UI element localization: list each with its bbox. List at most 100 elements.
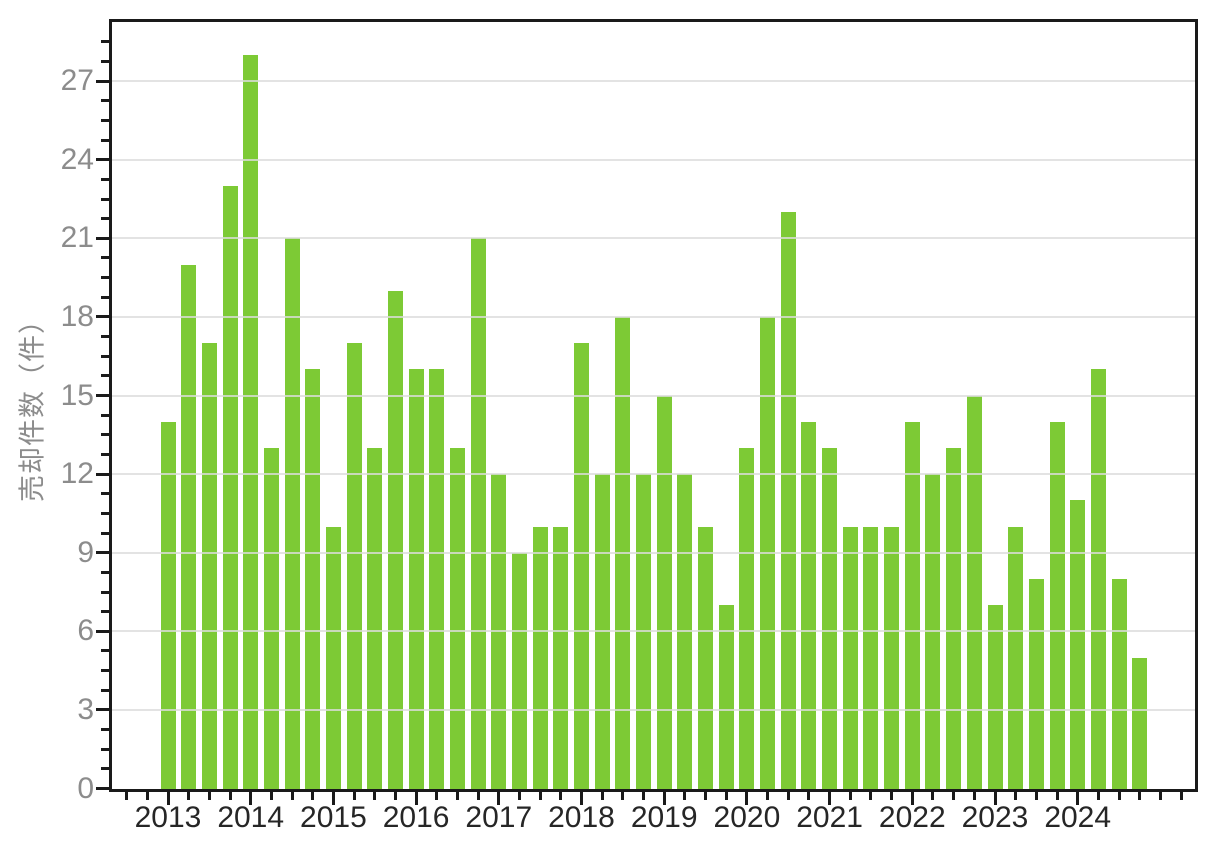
bar-2020Q1 bbox=[739, 447, 755, 789]
bar-2024Q3 bbox=[1111, 578, 1127, 789]
x-minor-tick bbox=[517, 791, 521, 800]
x-major-tick-2022 bbox=[910, 791, 914, 805]
gridline-y-24 bbox=[111, 158, 1195, 161]
y-tick-label-3: 3 bbox=[77, 692, 94, 726]
x-minor-tick bbox=[269, 791, 273, 800]
y-minor-tick bbox=[100, 138, 109, 142]
bar-2023Q2 bbox=[1008, 526, 1024, 789]
x-minor-tick bbox=[455, 791, 459, 800]
bar-2016Q1 bbox=[408, 369, 424, 789]
x-minor-tick bbox=[890, 791, 894, 800]
bar-2018Q1 bbox=[574, 343, 589, 789]
gridline-y-9 bbox=[111, 551, 1195, 554]
y-major-tick-3 bbox=[95, 708, 109, 712]
y-minor-tick bbox=[100, 118, 109, 122]
y-major-tick-9 bbox=[95, 551, 109, 555]
x-minor-tick bbox=[1138, 791, 1142, 800]
x-minor-tick bbox=[952, 791, 956, 800]
x-minor-tick bbox=[1117, 791, 1121, 800]
bar-2024Q2 bbox=[1090, 369, 1106, 789]
y-major-tick-15 bbox=[95, 394, 109, 397]
y-tick-label-27: 27 bbox=[60, 64, 94, 98]
y-major-tick-24 bbox=[95, 158, 109, 162]
x-minor-tick bbox=[290, 791, 294, 800]
bar-2015Q4 bbox=[387, 290, 403, 789]
x-tick-label-2020: 2020 bbox=[713, 801, 781, 834]
y-minor-tick bbox=[100, 177, 109, 181]
bar-2013Q1 bbox=[160, 421, 176, 789]
x-minor-tick bbox=[559, 791, 563, 800]
y-minor-tick bbox=[100, 570, 109, 574]
x-minor-tick bbox=[1034, 791, 1038, 800]
y-major-tick-27 bbox=[95, 79, 109, 83]
y-tick-label-18: 18 bbox=[60, 299, 94, 333]
y-minor-tick bbox=[100, 610, 109, 614]
y-minor-tick bbox=[100, 492, 109, 496]
bar-2014Q4 bbox=[305, 369, 321, 789]
y-minor-tick bbox=[100, 590, 109, 594]
y-minor-tick bbox=[100, 354, 109, 358]
bar-2017Q3 bbox=[532, 526, 548, 789]
y-minor-tick bbox=[100, 256, 109, 260]
gridline-y-12 bbox=[111, 473, 1195, 476]
y-tick-label-24: 24 bbox=[60, 142, 94, 176]
x-tick-label-2024: 2024 bbox=[1044, 801, 1112, 834]
bar-2015Q2 bbox=[346, 343, 362, 789]
y-minor-tick bbox=[100, 511, 109, 515]
bar-2021Q3 bbox=[863, 526, 879, 789]
x-major-tick-2018 bbox=[580, 791, 583, 805]
x-minor-tick bbox=[766, 791, 770, 800]
x-minor-tick bbox=[207, 791, 211, 800]
plot-area bbox=[108, 18, 1198, 792]
y-tick-label-9: 9 bbox=[77, 535, 94, 569]
bar-2022Q3 bbox=[946, 447, 962, 789]
x-major-tick-2023 bbox=[993, 791, 997, 805]
gridline-y-15 bbox=[111, 394, 1195, 397]
x-minor-tick bbox=[724, 791, 728, 800]
y-major-tick-6 bbox=[95, 629, 109, 633]
y-minor-tick bbox=[100, 669, 109, 673]
bar-2022Q1 bbox=[904, 421, 920, 789]
y-minor-tick bbox=[100, 276, 109, 280]
x-minor-tick bbox=[373, 791, 377, 800]
x-minor-tick bbox=[683, 791, 687, 800]
bar-2015Q1 bbox=[325, 526, 341, 789]
x-minor-tick bbox=[848, 791, 852, 800]
x-tick-label-2015: 2015 bbox=[300, 801, 367, 834]
y-major-tick-0 bbox=[95, 787, 109, 790]
x-major-tick-2021 bbox=[828, 791, 832, 805]
y-tick-label-0: 0 bbox=[77, 771, 94, 805]
y-major-tick-21 bbox=[95, 236, 109, 240]
bar-2022Q4 bbox=[966, 395, 982, 789]
bar-2016Q2 bbox=[429, 369, 445, 789]
bar-2023Q3 bbox=[1028, 578, 1044, 789]
x-minor-tick bbox=[1179, 791, 1183, 800]
x-minor-tick bbox=[621, 791, 625, 800]
bar-2016Q4 bbox=[470, 238, 486, 789]
bar-2019Q3 bbox=[698, 526, 714, 789]
bar-2015Q3 bbox=[367, 447, 383, 789]
bar-2023Q1 bbox=[987, 605, 1003, 789]
bar-2024Q4 bbox=[1132, 657, 1148, 789]
x-minor-tick bbox=[393, 791, 397, 800]
gridline-y-21 bbox=[111, 237, 1195, 240]
x-minor-tick bbox=[807, 791, 811, 800]
bar-2021Q1 bbox=[822, 447, 838, 789]
y-tick-label-15: 15 bbox=[60, 378, 94, 412]
x-tick-label-2016: 2016 bbox=[382, 801, 450, 834]
x-tick-label-2014: 2014 bbox=[217, 801, 285, 834]
bar-2024Q1 bbox=[1070, 500, 1086, 789]
y-tick-label-6: 6 bbox=[77, 614, 94, 648]
gridline-y-27 bbox=[111, 80, 1195, 83]
x-minor-tick bbox=[311, 791, 315, 800]
x-minor-tick bbox=[435, 791, 439, 800]
y-minor-tick bbox=[100, 767, 109, 771]
y-minor-tick bbox=[100, 531, 109, 535]
x-tick-label-2022: 2022 bbox=[878, 801, 946, 834]
bar-2019Q1 bbox=[656, 395, 672, 789]
x-tick-label-2019: 2019 bbox=[630, 801, 698, 834]
bar-2013Q3 bbox=[201, 343, 217, 789]
x-major-tick-2024 bbox=[1076, 791, 1080, 805]
y-minor-tick bbox=[100, 433, 109, 437]
